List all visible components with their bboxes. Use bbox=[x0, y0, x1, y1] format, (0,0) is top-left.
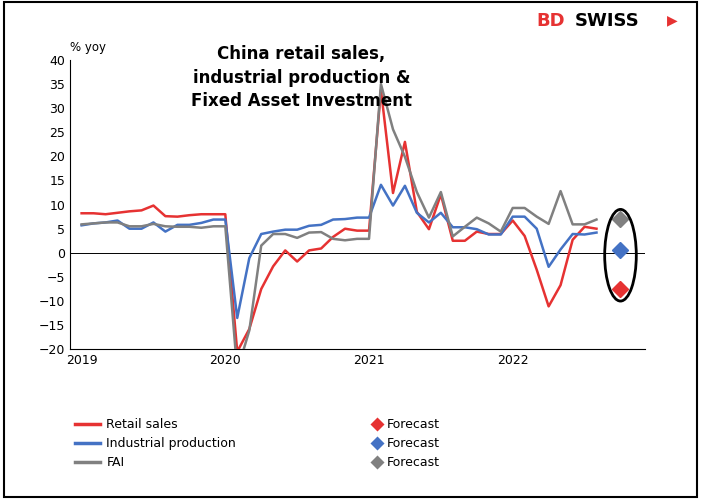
Text: ▶: ▶ bbox=[667, 13, 678, 27]
Text: % yoy: % yoy bbox=[70, 41, 106, 54]
Text: China retail sales,
industrial production &
Fixed Asset Investment: China retail sales, industrial productio… bbox=[191, 45, 412, 110]
Text: BD: BD bbox=[536, 12, 565, 30]
Legend: Forecast, Forecast, Forecast: Forecast, Forecast, Forecast bbox=[369, 413, 444, 475]
Text: SWISS: SWISS bbox=[575, 12, 639, 30]
